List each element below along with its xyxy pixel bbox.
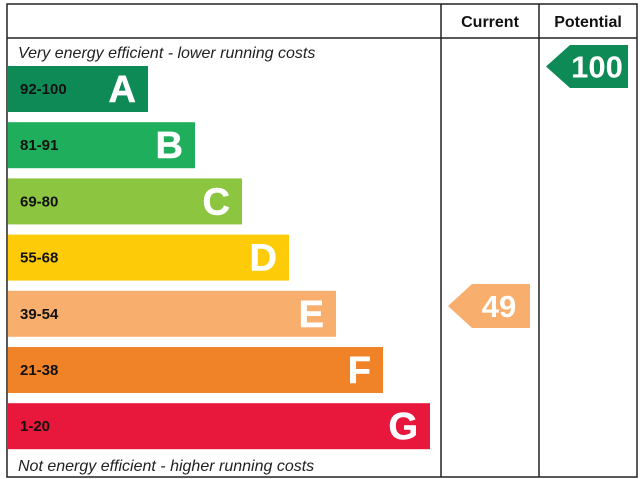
current-column-header: Current xyxy=(461,14,519,31)
band-a: 92-100 A xyxy=(8,66,148,112)
band-e-bar xyxy=(8,290,336,337)
potential-column-header: Potential xyxy=(554,14,622,31)
band-b-letter: B xyxy=(156,125,183,167)
band-b-bar xyxy=(8,122,195,169)
band-g-letter: G xyxy=(388,406,418,448)
band-e: 39-54 E xyxy=(8,290,336,337)
potential-rating-marker: 100 xyxy=(546,45,628,88)
band-a-bar xyxy=(8,66,148,112)
band-f-letter: F xyxy=(348,350,371,392)
band-d-letter: D xyxy=(250,238,277,280)
band-f: 21-38 F xyxy=(8,347,383,393)
bottom-caption: Not energy efficient - higher running co… xyxy=(18,458,314,475)
band-b-range: 81-91 xyxy=(20,137,58,154)
band-d-bar xyxy=(8,234,289,281)
band-g: 1-20 G xyxy=(8,403,430,450)
current-rating-value: 49 xyxy=(482,289,516,324)
band-g-bar xyxy=(8,403,430,450)
band-e-range: 39-54 xyxy=(20,306,59,323)
band-d: 55-68 D xyxy=(8,234,289,281)
band-e-letter: E xyxy=(299,294,324,336)
band-f-bar xyxy=(8,347,383,393)
potential-rating-value: 100 xyxy=(571,50,623,85)
rating-bands: 92-100 A 81-91 B 69-80 C 55-68 D 39-54 E 21-38 F 1-2… xyxy=(8,66,430,450)
band-g-range: 1-20 xyxy=(20,418,50,435)
band-a-range: 92-100 xyxy=(20,81,67,98)
band-f-range: 21-38 xyxy=(20,362,58,379)
current-rating-marker: 49 xyxy=(448,284,530,328)
band-c-range: 69-80 xyxy=(20,193,58,210)
potential-rating-arrow xyxy=(546,45,628,88)
band-c-bar xyxy=(8,178,242,225)
band-d-range: 55-68 xyxy=(20,250,58,267)
band-c-letter: C xyxy=(203,181,230,223)
chart-frame xyxy=(6,3,638,478)
outer-border xyxy=(6,3,638,478)
band-a-letter: A xyxy=(109,69,136,111)
top-caption: Very energy efficient - lower running co… xyxy=(18,45,315,62)
band-b: 81-91 B xyxy=(8,122,195,169)
band-c: 69-80 C xyxy=(8,178,242,225)
current-rating-arrow xyxy=(448,284,530,328)
